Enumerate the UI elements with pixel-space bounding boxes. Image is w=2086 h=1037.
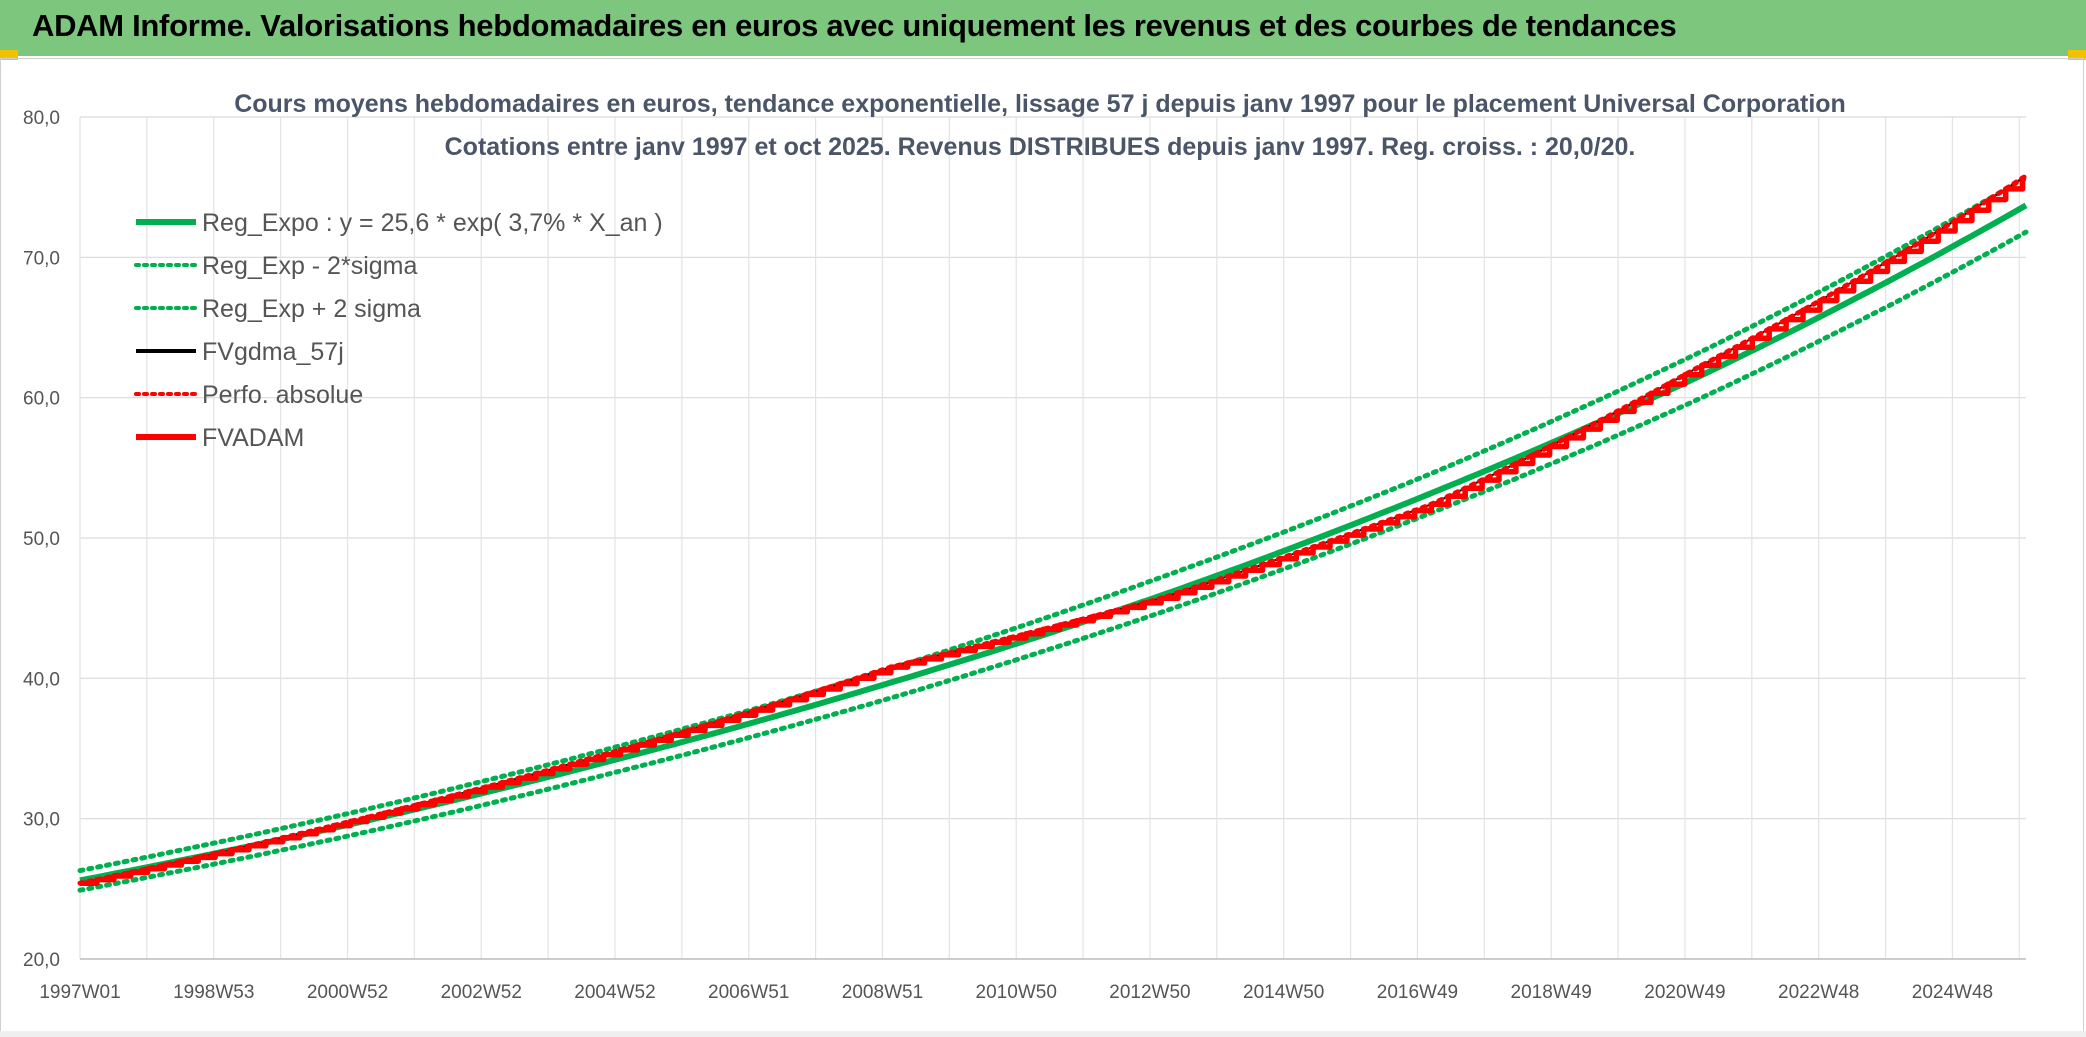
series-line-2 — [77, 174, 2029, 874]
x-tick-label: 2006W51 — [708, 982, 789, 1003]
x-tick-label: 2008W51 — [842, 982, 923, 1003]
y-tick-label: 40,0 — [23, 669, 60, 690]
series-line-4 — [77, 173, 2029, 886]
x-tick-label: 2020W49 — [1644, 982, 1725, 1003]
x-tick-label: 1998W53 — [173, 982, 254, 1003]
y-tick-label: 80,0 — [23, 108, 60, 129]
series-line-5 — [80, 175, 2026, 886]
x-tick-label: 2024W48 — [1912, 982, 1993, 1003]
y-tick-label: 70,0 — [23, 248, 60, 269]
x-tick-label: 2022W48 — [1778, 982, 1859, 1003]
chart-title-line1: Cours moyens hebdomadaires en euros, ten… — [234, 90, 1846, 118]
x-tick-label: 2010W50 — [976, 982, 1057, 1003]
x-tick-label: 2018W49 — [1511, 982, 1592, 1003]
chart-series — [77, 173, 2029, 893]
x-tick-label: 2014W50 — [1243, 982, 1324, 1003]
bottom-band — [0, 1031, 2086, 1037]
x-tick-label: 2000W52 — [307, 982, 388, 1003]
y-tick-label: 60,0 — [23, 389, 60, 410]
corner-marker-left — [0, 50, 18, 60]
chart-title-line2: Cotations entre janv 1997 et oct 2025. R… — [445, 133, 1636, 161]
chart-grid — [79, 116, 2026, 960]
legend-label-3: FVgdma_57j — [202, 338, 344, 366]
legend-label-5: FVADAM — [202, 424, 304, 452]
x-tick-label: 2004W52 — [574, 982, 655, 1003]
x-tick-label: 1997W01 — [39, 982, 120, 1003]
corner-marker-right — [2068, 50, 2086, 60]
header-band — [0, 0, 2086, 56]
y-tick-label: 30,0 — [23, 810, 60, 831]
x-tick-label: 2012W50 — [1109, 982, 1190, 1003]
x-tick-label: 2002W52 — [441, 982, 522, 1003]
y-axis-ticks: 20,0 30,0 40,0 50,0 60,0 70,0 80,0 — [23, 108, 60, 971]
legend-label-1: Reg_Exp - 2*sigma — [202, 252, 417, 280]
series-line-3 — [79, 175, 2027, 885]
chart-legend: Reg_Expo : y = 25,6 * exp( 3,7% * X_an )… — [134, 209, 663, 452]
legend-label-0: Reg_Expo : y = 25,6 * exp( 3,7% * X_an ) — [202, 209, 663, 237]
page-title: ADAM Informe. Valorisations hebdomadaire… — [32, 8, 1677, 43]
x-tick-label: 2016W49 — [1377, 982, 1458, 1003]
x-axis-ticks: 1997W01 1998W53 2000W52 2002W52 2004W52 2006W… — [39, 982, 1993, 1003]
legend-label-2: Reg_Exp + 2 sigma — [202, 295, 421, 323]
y-tick-label: 50,0 — [23, 529, 60, 550]
y-tick-label: 20,0 — [23, 950, 60, 971]
legend-label-4: Perfo. absolue — [202, 381, 363, 409]
series-line-1 — [77, 229, 2029, 893]
